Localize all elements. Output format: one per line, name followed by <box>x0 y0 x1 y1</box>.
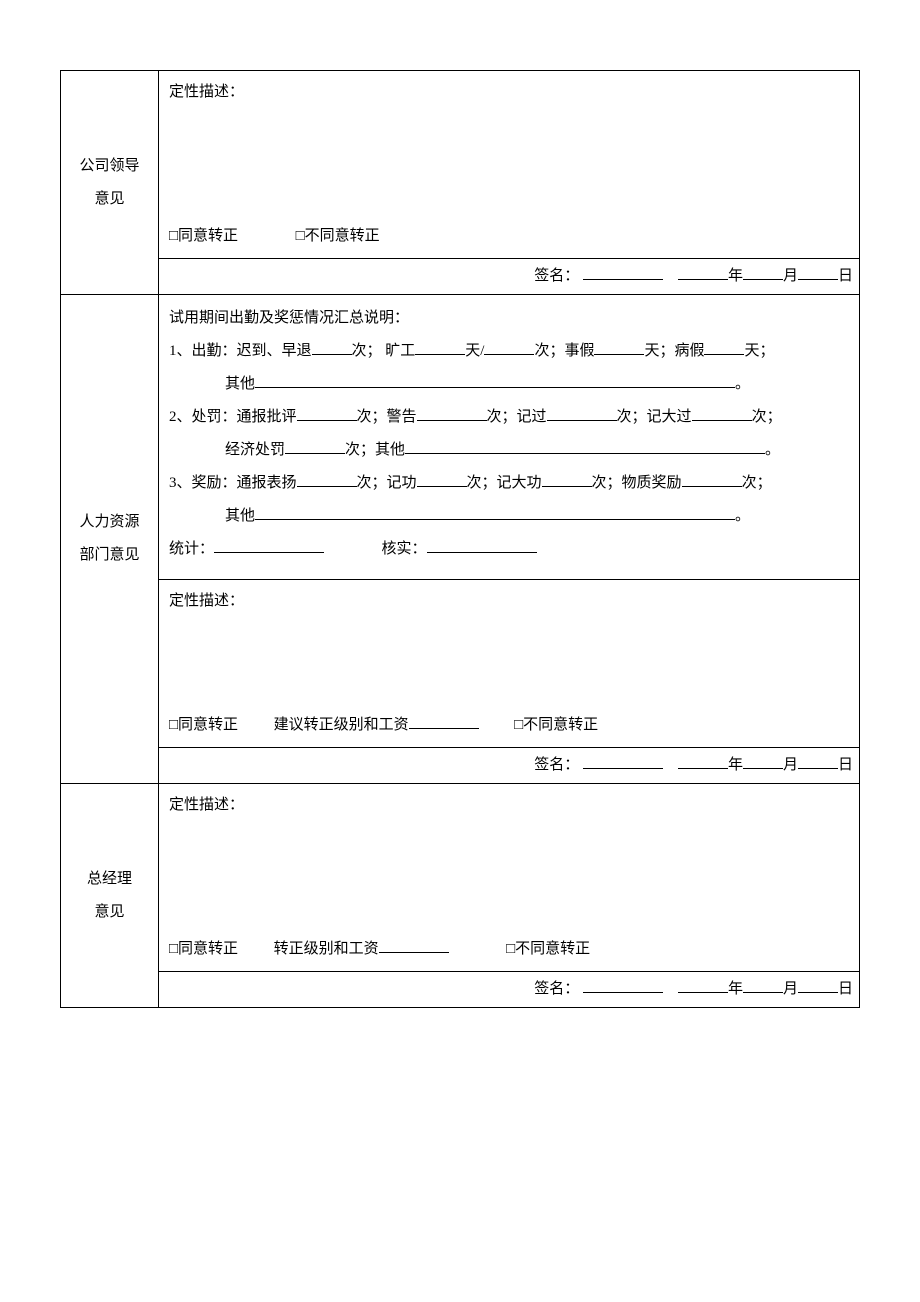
absent-days-field[interactable] <box>415 339 465 356</box>
level-label: 转正级别和工资 <box>274 941 379 957</box>
hr-disagree-checkbox[interactable]: □不同意转正 <box>514 717 598 733</box>
year-field[interactable] <box>678 264 728 281</box>
major-merit-field[interactable] <box>542 471 592 488</box>
signature-label: 签名： <box>534 981 579 997</box>
month-field[interactable] <box>743 264 783 281</box>
gm-signature-field[interactable] <box>583 977 663 994</box>
attendance-other-field[interactable] <box>255 372 735 389</box>
signature-label: 签名： <box>534 757 579 773</box>
reward-other-field[interactable] <box>255 504 735 521</box>
gm-disagree-checkbox[interactable]: □不同意转正 <box>506 941 590 957</box>
gm-agree-checkbox[interactable]: □同意转正 <box>169 941 238 957</box>
suggest-label: 建议转正级别和工资 <box>274 717 409 733</box>
merit-field[interactable] <box>417 471 467 488</box>
demerit-field[interactable] <box>547 405 617 422</box>
desc-label: 定性描述： <box>169 84 244 100</box>
attendance-line1: 1、出勤：迟到、早退 <box>169 343 312 359</box>
agree-checkbox[interactable]: □同意转正 <box>169 228 238 244</box>
signature-field[interactable] <box>583 264 663 281</box>
hr-attendance-cell: 试用期间出勤及奖惩情况汇总说明： 1、出勤：迟到、早退次； 旷工天/次；事假天；… <box>159 295 860 580</box>
label-text: 公司领导 <box>79 158 139 174</box>
hr-year-field[interactable] <box>678 753 728 770</box>
hr-dept-label: 人力资源 部门意见 <box>61 295 159 784</box>
company-leader-signature-cell: 签名： 年 月 日 <box>159 259 860 295</box>
penalty-other-field[interactable] <box>405 438 765 455</box>
suggest-level-field[interactable] <box>409 713 479 730</box>
personal-leave-field[interactable] <box>594 339 644 356</box>
gm-signature-cell: 签名： 年月日 <box>159 972 860 1008</box>
desc-label: 定性描述： <box>169 593 244 609</box>
hr-signature-field[interactable] <box>583 753 663 770</box>
label-text: 部门意见 <box>79 547 139 563</box>
major-demerit-field[interactable] <box>692 405 752 422</box>
label-text: 意见 <box>94 904 124 920</box>
material-reward-field[interactable] <box>682 471 742 488</box>
gm-label: 总经理 意见 <box>61 784 159 1008</box>
signature-label: 签名： <box>534 268 579 284</box>
company-leader-label: 公司领导 意见 <box>61 71 159 295</box>
hr-agree-checkbox[interactable]: □同意转正 <box>169 717 238 733</box>
attendance-title: 试用期间出勤及奖惩情况汇总说明： <box>169 310 409 326</box>
day-field[interactable] <box>798 264 838 281</box>
gm-month-field[interactable] <box>743 977 783 994</box>
approval-form-table: 公司领导 意见 定性描述： □同意转正 □不同意转正 签名： 年 月 日 人力资源 … <box>60 70 860 1008</box>
statistics-field[interactable] <box>214 537 324 554</box>
desc-label: 定性描述： <box>169 797 244 813</box>
label-text: 总经理 <box>87 871 132 887</box>
gm-day-field[interactable] <box>798 977 838 994</box>
hr-month-field[interactable] <box>743 753 783 770</box>
day-label: 日 <box>838 268 853 284</box>
label-text: 人力资源 <box>79 514 139 530</box>
late-field[interactable] <box>312 339 352 356</box>
absent-times-field[interactable] <box>484 339 534 356</box>
verify-field[interactable] <box>427 537 537 554</box>
sick-leave-field[interactable] <box>704 339 744 356</box>
hr-description-cell: 定性描述： □同意转正 建议转正级别和工资 □不同意转正 <box>159 580 860 748</box>
hr-signature-cell: 签名： 年月日 <box>159 748 860 784</box>
gm-level-field[interactable] <box>379 937 449 954</box>
economic-penalty-field[interactable] <box>285 438 345 455</box>
company-leader-description-cell: 定性描述： □同意转正 □不同意转正 <box>159 71 860 259</box>
label-text: 意见 <box>94 191 124 207</box>
gm-description-cell: 定性描述： □同意转正 转正级别和工资 □不同意转正 <box>159 784 860 972</box>
hr-day-field[interactable] <box>798 753 838 770</box>
warning-field[interactable] <box>417 405 487 422</box>
year-label: 年 <box>728 268 743 284</box>
month-label: 月 <box>783 268 798 284</box>
gm-year-field[interactable] <box>678 977 728 994</box>
disagree-checkbox[interactable]: □不同意转正 <box>296 228 380 244</box>
praise-field[interactable] <box>297 471 357 488</box>
criticism-field[interactable] <box>297 405 357 422</box>
